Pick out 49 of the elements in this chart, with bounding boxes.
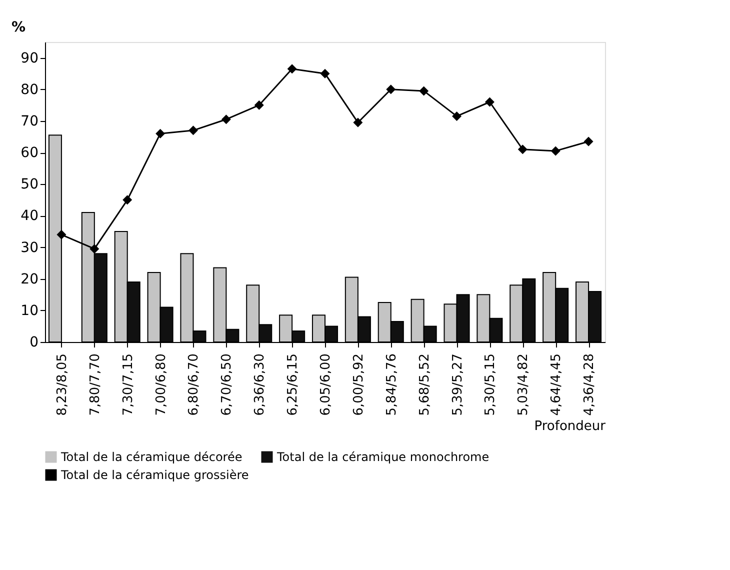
y-tick-label: 10 (20, 302, 38, 319)
x-tick-label: 5,84/5,76 (384, 354, 400, 416)
point (287, 64, 297, 74)
x-tick-label: 6,70/6,50 (220, 354, 235, 416)
x-tick-label: 5,68/5,52 (417, 354, 432, 416)
point (320, 68, 330, 78)
x-tick-label: 5,39/5,27 (450, 354, 466, 416)
y-tick-label: 0 (30, 334, 38, 350)
y-axis-title: % (11, 20, 26, 36)
y-tick-label: 90 (20, 50, 38, 66)
x-tick-label: 5,30/5,15 (483, 354, 498, 416)
y-tick-label: 70 (20, 113, 38, 130)
point (90, 244, 100, 254)
y-tick-label: 60 (20, 145, 38, 162)
x-tick-label: 4,64/4,45 (549, 354, 564, 416)
point (221, 114, 231, 124)
x-tick-label: 6,25/6,15 (286, 354, 301, 416)
point (254, 100, 264, 110)
x-tick-label: 7,00/6,80 (154, 354, 169, 416)
point (56, 230, 66, 240)
x-tick-label: 8,23/8,05 (54, 354, 70, 416)
point (386, 84, 396, 94)
point (419, 86, 429, 96)
x-tick-label: 6,00/5,92 (351, 354, 366, 416)
point (353, 118, 363, 128)
x-tick-label: 5,03/4,82 (516, 354, 532, 416)
x-tick-label: 6,80/6,70 (186, 354, 202, 416)
x-tick-label: 6,36/6,30 (252, 354, 268, 416)
x-tick-label: 7,30/7,15 (120, 354, 136, 416)
legend-label: Total de la céramique monochrome (276, 450, 490, 464)
y-tick-label: 50 (20, 176, 38, 193)
y-tick-label: 30 (20, 240, 38, 256)
y-tick-label: 20 (20, 271, 38, 288)
x-tick-label: 4,36/4,28 (582, 354, 598, 416)
legend-label: Total de la céramique grossière (60, 468, 249, 482)
y-tick-label: 80 (20, 82, 38, 98)
point (188, 126, 198, 136)
legend-label: Total de la céramique décorée (60, 450, 242, 464)
x-tick-label: 6,05/6,00 (318, 354, 334, 416)
point (122, 195, 132, 205)
point (584, 136, 594, 146)
y-tick-label: 40 (20, 208, 38, 224)
point (518, 144, 528, 154)
point (550, 146, 560, 156)
point (156, 128, 166, 138)
x-tick-label: 7,80/7,70 (88, 354, 103, 416)
point (452, 111, 462, 121)
point (484, 97, 494, 107)
x-axis-title: Profondeur (534, 418, 606, 434)
